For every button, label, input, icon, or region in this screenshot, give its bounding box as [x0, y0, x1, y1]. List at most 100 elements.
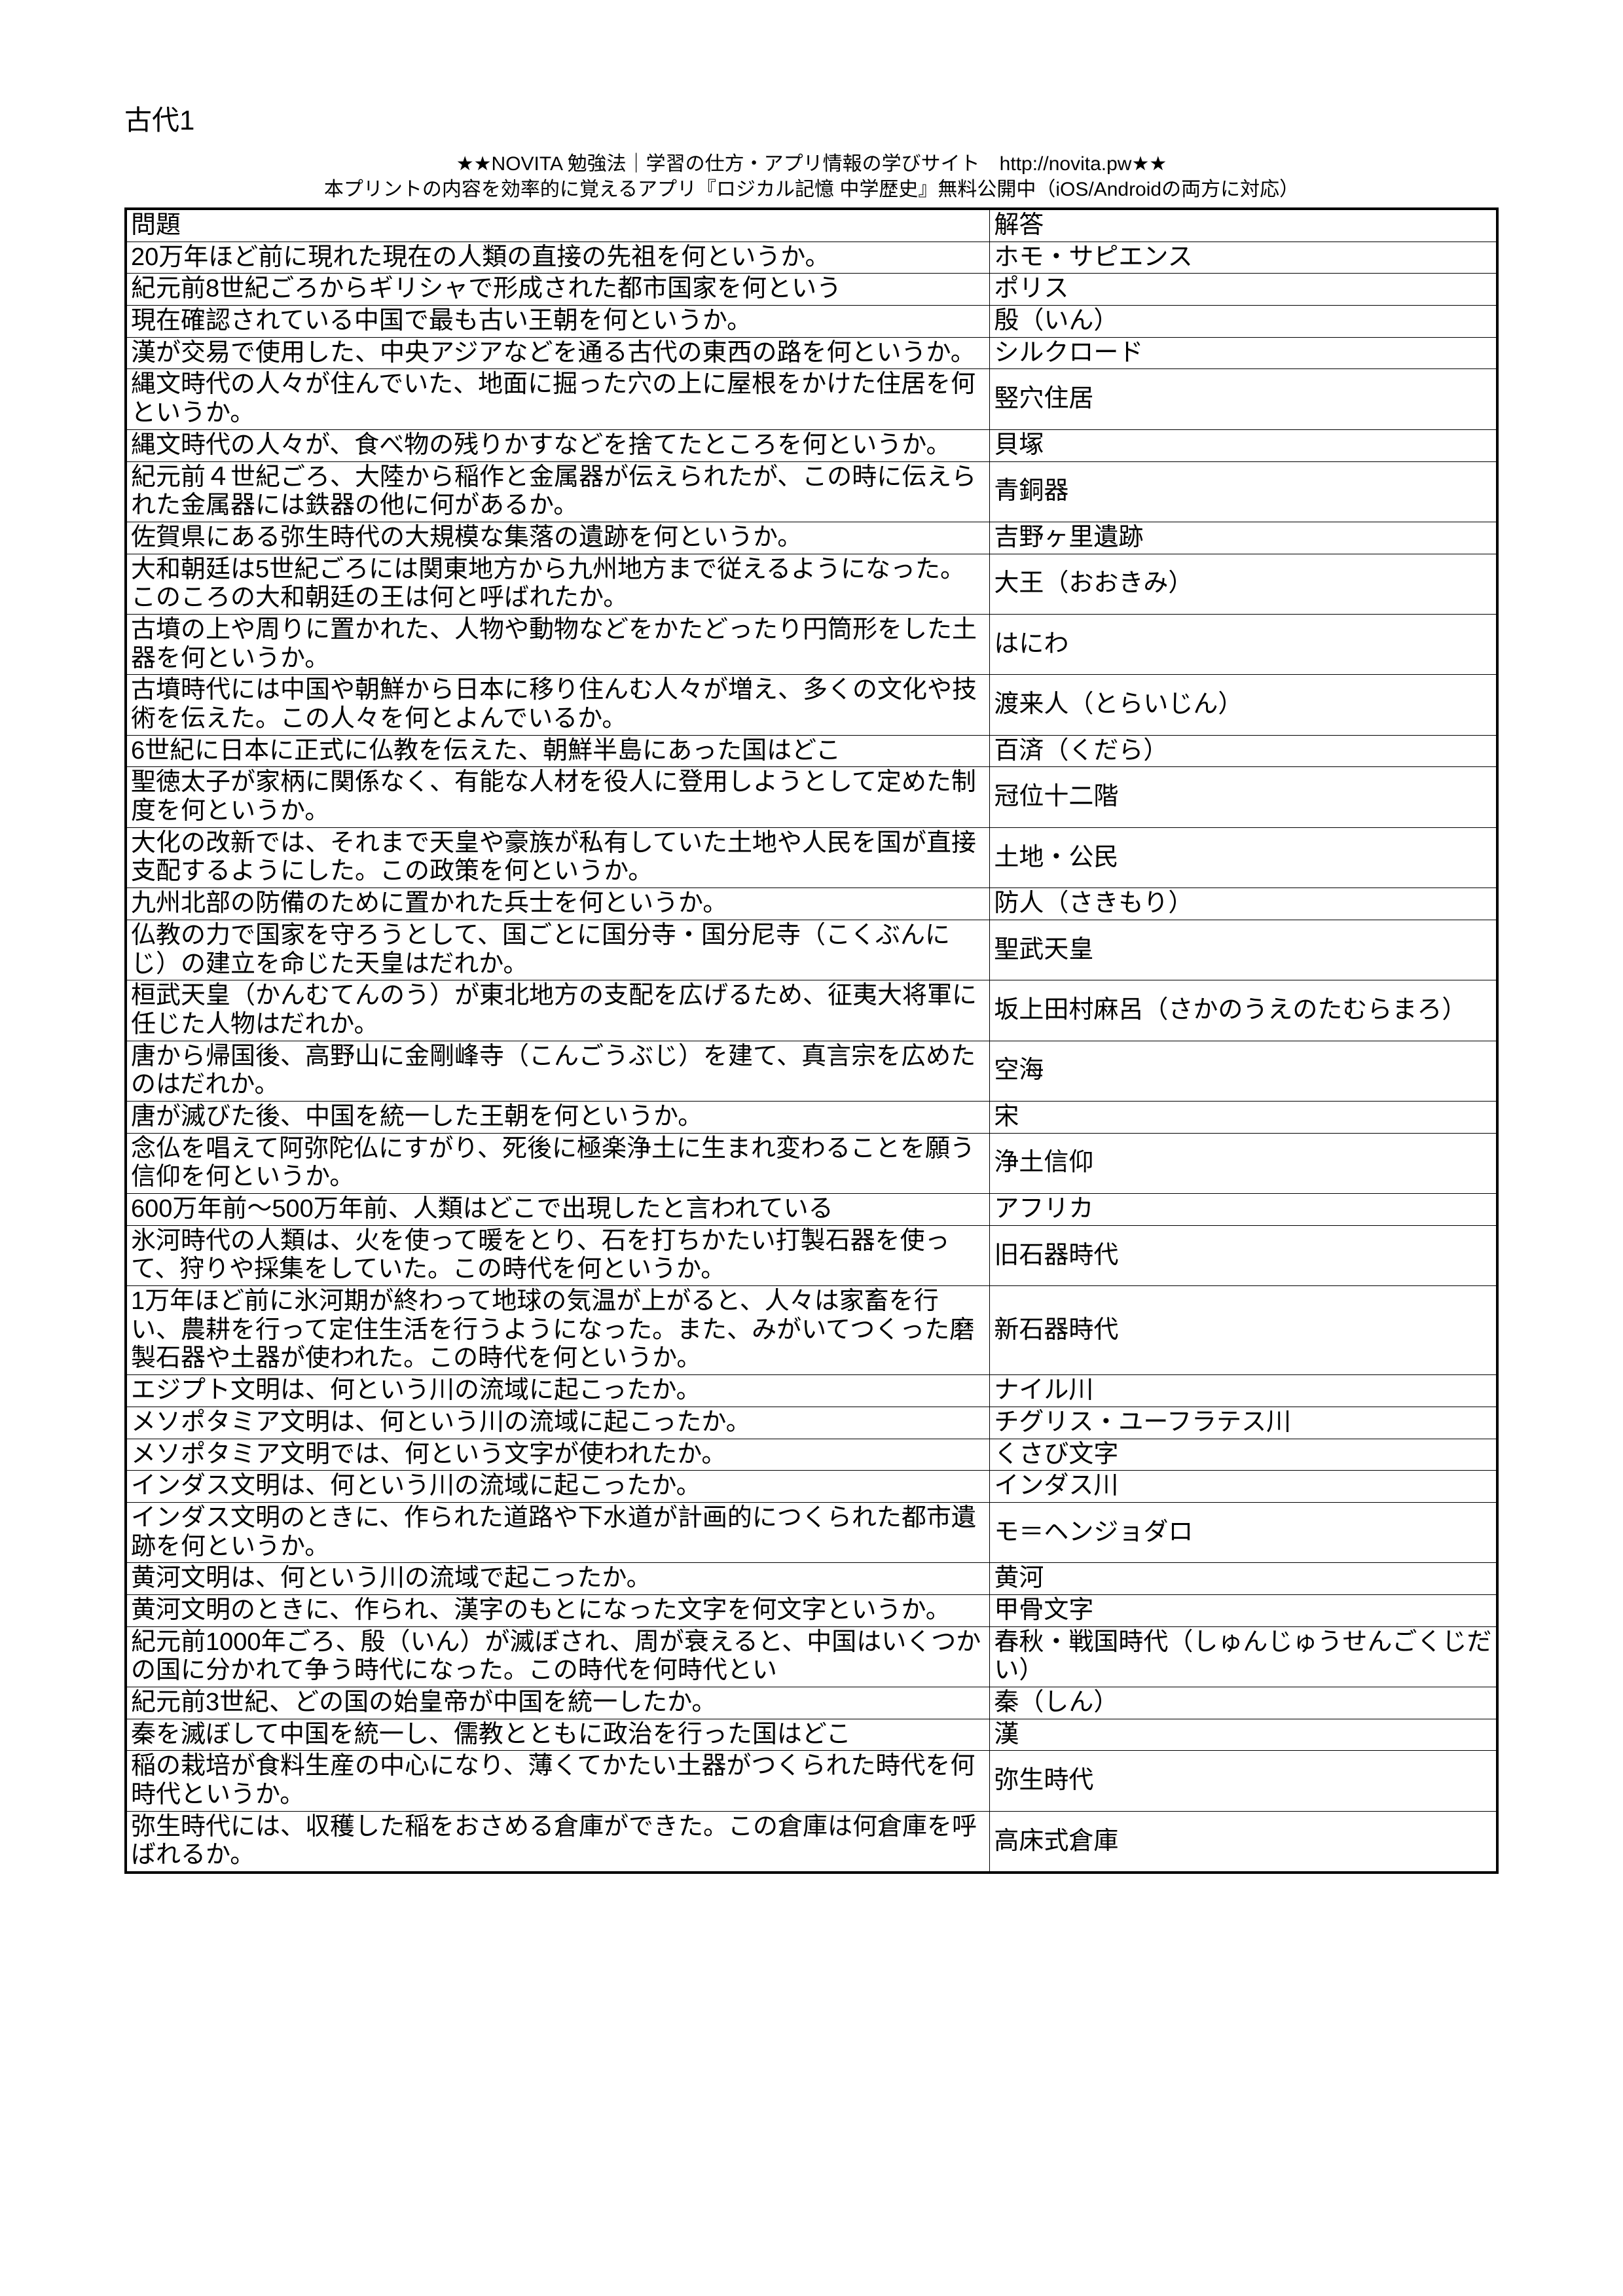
answer-cell: 甲骨文字 [990, 1594, 1497, 1626]
table-row: 仏教の力で国家を守ろうとして、国ごとに国分寺・国分尼寺（こくぶんにじ）の建立を命… [126, 920, 1497, 980]
table-row: 縄文時代の人々が住んでいた、地面に掘った穴の上に屋根をかけた住居を何というか。竪… [126, 369, 1497, 429]
table-row: 黄河文明のときに、作られ、漢字のもとになった文字を何文字というか。甲骨文字 [126, 1594, 1497, 1626]
question-cell: 黄河文明は、何という川の流域で起こったか。 [126, 1563, 990, 1595]
answer-cell: 春秋・戦国時代（しゅんじゅうせんごくじだい） [990, 1626, 1497, 1687]
question-cell: エジプト文明は、何という川の流域に起こったか。 [126, 1375, 990, 1407]
page-title: 古代1 [124, 98, 1499, 138]
table-header-row: 問題 解答 [126, 209, 1497, 242]
question-cell: 600万年前～500万年前、人類はどこで出現したと言われている [126, 1194, 990, 1226]
answer-cell: 青銅器 [990, 461, 1497, 522]
answer-cell: モ＝ヘンジョダロ [990, 1502, 1497, 1562]
answer-cell: 吉野ヶ里遺跡 [990, 522, 1497, 554]
question-cell: 桓武天皇（かんむてんのう）が東北地方の支配を広げるため、征夷大将軍に任じた人物は… [126, 980, 990, 1041]
table-row: 紀元前8世紀ごろからギリシャで形成された都市国家を何というポリス [126, 274, 1497, 306]
answer-cell: 黄河 [990, 1563, 1497, 1595]
question-cell: インダス文明のときに、作られた道路や下水道が計画的につくられた都市遺跡を何という… [126, 1502, 990, 1562]
table-row: 聖徳太子が家柄に関係なく、有能な人材を役人に登用しようとして定めた制度を何という… [126, 767, 1497, 827]
table-row: 佐賀県にある弥生時代の大規模な集落の遺跡を何というか。吉野ヶ里遺跡 [126, 522, 1497, 554]
answer-cell: ホモ・サピエンス [990, 242, 1497, 274]
table-row: メソポタミア文明は、何という川の流域に起こったか。チグリス・ユーフラテス川 [126, 1407, 1497, 1439]
table-row: 古墳の上や周りに置かれた、人物や動物などをかたどったり円筒形をした土器を何という… [126, 614, 1497, 674]
answer-cell: 貝塚 [990, 429, 1497, 461]
header-question: 問題 [126, 209, 990, 242]
question-cell: 唐から帰国後、高野山に金剛峰寺（こんごうぶじ）を建て、真言宗を広めたのはだれか。 [126, 1041, 990, 1101]
table-row: メソポタミア文明では、何という文字が使われたか。くさび文字 [126, 1439, 1497, 1471]
answer-cell: シルクロード [990, 337, 1497, 369]
question-cell: 稲の栽培が食料生産の中心になり、薄くてかたい土器がつくられた時代を何時代というか… [126, 1751, 990, 1811]
header-info: ★★NOVITA 勉強法｜学習の仕方・アプリ情報の学びサイト http://no… [124, 151, 1499, 202]
question-cell: 古墳の上や周りに置かれた、人物や動物などをかたどったり円筒形をした土器を何という… [126, 614, 990, 674]
question-cell: インダス文明は、何という川の流域に起こったか。 [126, 1471, 990, 1503]
table-row: 1万年ほど前に氷河期が終わって地球の気温が上がると、人々は家畜を行い、農耕を行っ… [126, 1286, 1497, 1375]
answer-cell: 防人（さきもり） [990, 888, 1497, 920]
answer-cell: ナイル川 [990, 1375, 1497, 1407]
table-row: 6世紀に日本に正式に仏教を伝えた、朝鮮半島にあった国はどこ百済（くだら） [126, 735, 1497, 767]
question-cell: 漢が交易で使用した、中央アジアなどを通る古代の東西の路を何というか。 [126, 337, 990, 369]
question-cell: 唐が滅びた後、中国を統一した王朝を何というか。 [126, 1101, 990, 1133]
question-cell: 佐賀県にある弥生時代の大規模な集落の遺跡を何というか。 [126, 522, 990, 554]
answer-cell: 漢 [990, 1719, 1497, 1751]
answer-cell: 秦（しん） [990, 1687, 1497, 1719]
table-row: 紀元前1000年ごろ、殷（いん）が滅ぼされ、周が衰えると、中国はいくつかの国に分… [126, 1626, 1497, 1687]
table-row: 紀元前3世紀、どの国の始皇帝が中国を統一したか。秦（しん） [126, 1687, 1497, 1719]
table-row: 弥生時代には、収穫した稲をおさめる倉庫ができた。この倉庫は何倉庫を呼ばれるか。高… [126, 1811, 1497, 1873]
question-cell: 念仏を唱えて阿弥陀仏にすがり、死後に極楽浄土に生まれ変わることを願う信仰を何とい… [126, 1133, 990, 1193]
question-cell: 聖徳太子が家柄に関係なく、有能な人材を役人に登用しようとして定めた制度を何という… [126, 767, 990, 827]
question-cell: 紀元前４世紀ごろ、大陸から稲作と金属器が伝えられたが、この時に伝えられた金属器に… [126, 461, 990, 522]
table-row: 縄文時代の人々が、食べ物の残りかすなどを捨てたところを何というか。貝塚 [126, 429, 1497, 461]
question-cell: 大和朝廷は5世紀ごろには関東地方から九州地方まで従えるようになった。このころの大… [126, 554, 990, 614]
question-cell: 1万年ほど前に氷河期が終わって地球の気温が上がると、人々は家畜を行い、農耕を行っ… [126, 1286, 990, 1375]
table-row: 桓武天皇（かんむてんのう）が東北地方の支配を広げるため、征夷大将軍に任じた人物は… [126, 980, 1497, 1041]
answer-cell: 土地・公民 [990, 827, 1497, 888]
answer-cell: 百済（くだら） [990, 735, 1497, 767]
table-row: エジプト文明は、何という川の流域に起こったか。ナイル川 [126, 1375, 1497, 1407]
table-row: 大化の改新では、それまで天皇や豪族が私有していた土地や人民を国が直接支配するよう… [126, 827, 1497, 888]
answer-cell: 高床式倉庫 [990, 1811, 1497, 1873]
answer-cell: チグリス・ユーフラテス川 [990, 1407, 1497, 1439]
table-row: 現在確認されている中国で最も古い王朝を何というか。殷（いん） [126, 306, 1497, 338]
table-row: 古墳時代には中国や朝鮮から日本に移り住んむ人々が増え、多くの文化や技術を伝えた。… [126, 675, 1497, 735]
table-row: 念仏を唱えて阿弥陀仏にすがり、死後に極楽浄土に生まれ変わることを願う信仰を何とい… [126, 1133, 1497, 1193]
question-cell: メソポタミア文明は、何という川の流域に起こったか。 [126, 1407, 990, 1439]
answer-cell: 浄土信仰 [990, 1133, 1497, 1193]
table-row: 唐が滅びた後、中国を統一した王朝を何というか。宋 [126, 1101, 1497, 1133]
qa-table: 問題 解答 20万年ほど前に現れた現在の人類の直接の先祖を何というか。ホモ・サピ… [124, 207, 1499, 1874]
answer-cell: 渡来人（とらいじん） [990, 675, 1497, 735]
question-cell: 黄河文明のときに、作られ、漢字のもとになった文字を何文字というか。 [126, 1594, 990, 1626]
table-row: 黄河文明は、何という川の流域で起こったか。黄河 [126, 1563, 1497, 1595]
header-line-2: 本プリントの内容を効率的に覚えるアプリ『ロジカル記憶 中学歴史』無料公開中（iO… [124, 177, 1499, 202]
question-cell: 弥生時代には、収穫した稲をおさめる倉庫ができた。この倉庫は何倉庫を呼ばれるか。 [126, 1811, 990, 1873]
table-row: 大和朝廷は5世紀ごろには関東地方から九州地方まで従えるようになった。このころの大… [126, 554, 1497, 614]
answer-cell: 冠位十二階 [990, 767, 1497, 827]
question-cell: 大化の改新では、それまで天皇や豪族が私有していた土地や人民を国が直接支配するよう… [126, 827, 990, 888]
question-cell: 現在確認されている中国で最も古い王朝を何というか。 [126, 306, 990, 338]
question-cell: 九州北部の防備のために置かれた兵士を何というか。 [126, 888, 990, 920]
answer-cell: はにわ [990, 614, 1497, 674]
answer-cell: 空海 [990, 1041, 1497, 1101]
answer-cell: 竪穴住居 [990, 369, 1497, 429]
question-cell: 氷河時代の人類は、火を使って暖をとり、石を打ちかたい打製石器を使って、狩りや採集… [126, 1225, 990, 1285]
question-cell: 縄文時代の人々が住んでいた、地面に掘った穴の上に屋根をかけた住居を何というか。 [126, 369, 990, 429]
answer-cell: 弥生時代 [990, 1751, 1497, 1811]
question-cell: 秦を滅ぼして中国を統一し、儒教とともに政治を行った国はどこ [126, 1719, 990, 1751]
table-row: 20万年ほど前に現れた現在の人類の直接の先祖を何というか。ホモ・サピエンス [126, 242, 1497, 274]
question-cell: 仏教の力で国家を守ろうとして、国ごとに国分寺・国分尼寺（こくぶんにじ）の建立を命… [126, 920, 990, 980]
answer-cell: インダス川 [990, 1471, 1497, 1503]
answer-cell: 坂上田村麻呂（さかのうえのたむらまろ） [990, 980, 1497, 1041]
answer-cell: アフリカ [990, 1194, 1497, 1226]
table-row: 秦を滅ぼして中国を統一し、儒教とともに政治を行った国はどこ漢 [126, 1719, 1497, 1751]
answer-cell: くさび文字 [990, 1439, 1497, 1471]
answer-cell: 聖武天皇 [990, 920, 1497, 980]
table-row: 氷河時代の人類は、火を使って暖をとり、石を打ちかたい打製石器を使って、狩りや採集… [126, 1225, 1497, 1285]
question-cell: メソポタミア文明では、何という文字が使われたか。 [126, 1439, 990, 1471]
header-answer: 解答 [990, 209, 1497, 242]
header-line-1: ★★NOVITA 勉強法｜学習の仕方・アプリ情報の学びサイト http://no… [124, 151, 1499, 177]
table-row: インダス文明のときに、作られた道路や下水道が計画的につくられた都市遺跡を何という… [126, 1502, 1497, 1562]
question-cell: 6世紀に日本に正式に仏教を伝えた、朝鮮半島にあった国はどこ [126, 735, 990, 767]
table-row: 九州北部の防備のために置かれた兵士を何というか。防人（さきもり） [126, 888, 1497, 920]
table-row: インダス文明は、何という川の流域に起こったか。インダス川 [126, 1471, 1497, 1503]
table-row: 稲の栽培が食料生産の中心になり、薄くてかたい土器がつくられた時代を何時代というか… [126, 1751, 1497, 1811]
question-cell: 20万年ほど前に現れた現在の人類の直接の先祖を何というか。 [126, 242, 990, 274]
question-cell: 紀元前3世紀、どの国の始皇帝が中国を統一したか。 [126, 1687, 990, 1719]
answer-cell: 大王（おおきみ） [990, 554, 1497, 614]
